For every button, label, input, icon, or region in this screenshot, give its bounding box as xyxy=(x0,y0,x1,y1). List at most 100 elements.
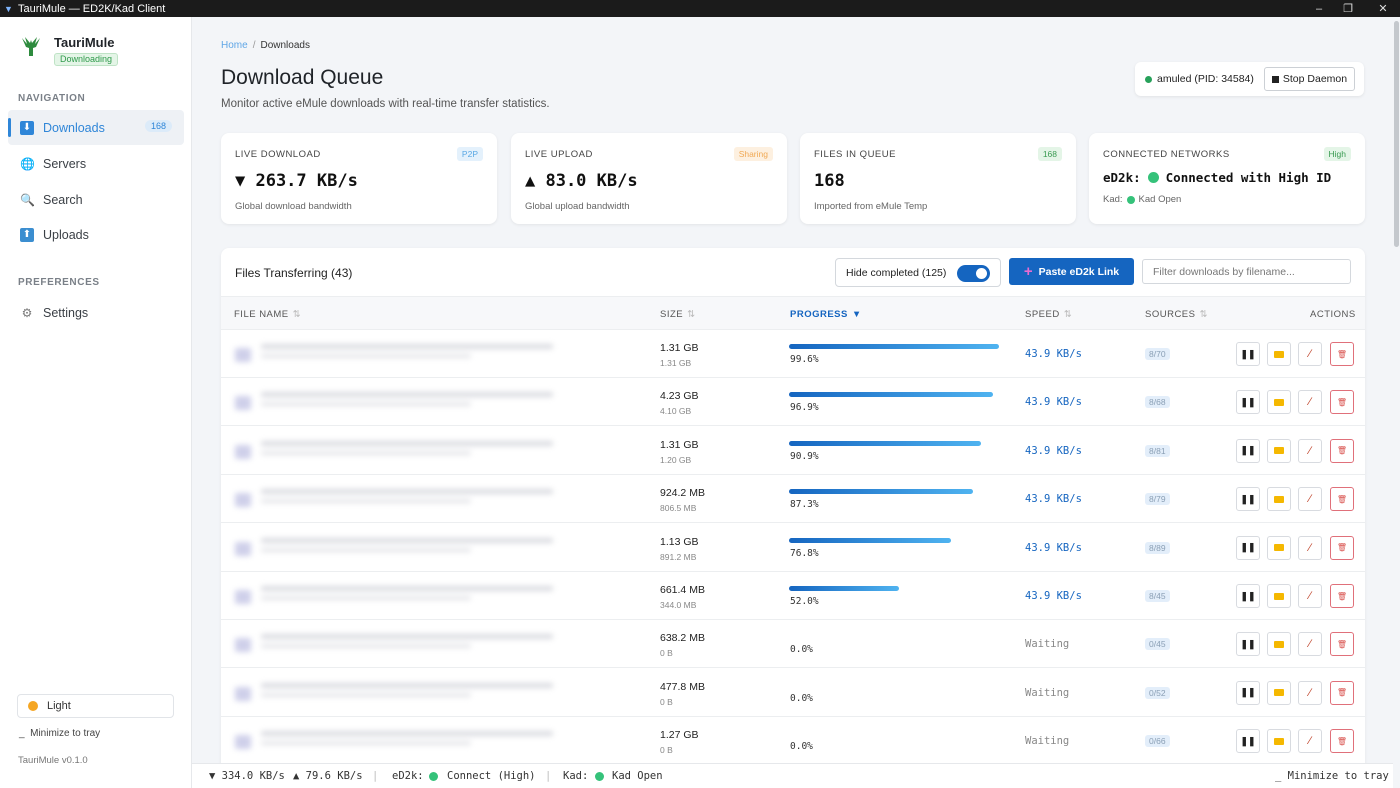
table-row[interactable]: 477.8 MB 0 B 0.0% Waiting 0/52 ❚❚ ∕ 🗑 xyxy=(221,669,1365,717)
table-row[interactable]: 1.31 GB 1.31 GB 99.6% 43.9 KB/s 8/70 ❚❚ ∕ 🗑 xyxy=(221,330,1365,378)
rename-pencil-icon[interactable]: ∕ xyxy=(1298,632,1322,657)
sort-desc-icon: ▼ xyxy=(851,309,862,320)
minimize-to-tray-button[interactable]: _ Minimize to tray xyxy=(19,728,100,739)
footer-minimize-to-tray-button[interactable]: _ Minimize to tray xyxy=(1275,770,1389,782)
pause-icon[interactable]: ❚❚ xyxy=(1236,342,1260,366)
card-badge: High xyxy=(1323,147,1351,161)
theme-toggle-button[interactable]: Light xyxy=(17,694,174,718)
breadcrumb-home-link[interactable]: Home xyxy=(221,40,248,51)
blurred-file-name xyxy=(235,682,555,703)
downloaded-size: 0 B xyxy=(660,745,673,756)
maximize-window-icon[interactable]: ❐ xyxy=(1343,3,1353,15)
pause-icon[interactable]: ❚❚ xyxy=(1236,535,1260,560)
toggle-switch-icon[interactable] xyxy=(957,265,990,282)
sidebar-item-settings[interactable]: ⚙ Settings xyxy=(8,295,184,330)
column-header-sources[interactable]: SOURCES ⇅ xyxy=(1145,309,1208,320)
column-header-progress[interactable]: PROGRESS ▼ xyxy=(790,309,862,320)
column-header-speed[interactable]: SPEED ⇅ xyxy=(1025,309,1073,320)
download-icon: ⬇ xyxy=(20,120,34,135)
live-download-value: ▼ 263.7 KB/s xyxy=(235,171,358,191)
rename-pencil-icon[interactable]: ∕ xyxy=(1298,680,1322,705)
pause-icon[interactable]: ❚❚ xyxy=(1236,584,1260,608)
rename-pencil-icon[interactable]: ∕ xyxy=(1298,342,1322,366)
column-header-size[interactable]: SIZE ⇅ xyxy=(660,309,696,320)
sidebar-item-uploads[interactable]: ⬆ Uploads xyxy=(8,217,184,252)
card-label: FILES IN QUEUE xyxy=(814,149,896,160)
sidebar-item-downloads[interactable]: ⬇ Downloads 168 xyxy=(8,110,184,145)
table-row[interactable]: 638.2 MB 0 B 0.0% Waiting 0/45 ❚❚ ∕ 🗑 xyxy=(221,620,1365,669)
minimize-icon: _ xyxy=(19,728,25,739)
globe-icon: 🌐 xyxy=(20,156,35,171)
folder-icon[interactable] xyxy=(1267,390,1291,415)
progress-text: 96.9% xyxy=(790,402,819,414)
download-speed: Waiting xyxy=(1025,686,1070,699)
folder-icon[interactable] xyxy=(1267,680,1291,705)
sources-badge: 8/81 xyxy=(1145,444,1170,457)
pause-icon[interactable]: ❚❚ xyxy=(1236,390,1260,415)
pause-icon[interactable]: ❚❚ xyxy=(1236,680,1260,705)
paste-ed2k-link-button[interactable]: + Paste eD2k Link xyxy=(1009,258,1134,285)
card-label: LIVE DOWNLOAD xyxy=(235,149,321,160)
rename-pencil-icon[interactable]: ∕ xyxy=(1298,584,1322,608)
folder-icon[interactable] xyxy=(1267,535,1291,560)
table-row[interactable]: 1.27 GB 0 B 0.0% Waiting 0/66 ❚❚ ∕ 🗑 xyxy=(221,717,1365,766)
app-icon: ▼ xyxy=(4,3,13,14)
page-scrollbar[interactable] xyxy=(1393,17,1400,788)
card-badge: 168 xyxy=(1037,147,1062,161)
table-row[interactable]: 661.4 MB 344.0 MB 52.0% 43.9 KB/s 8/45 ❚❚ ∕ 🗑 xyxy=(221,572,1365,620)
minimize-window-icon[interactable]: – xyxy=(1315,2,1323,15)
brand[interactable]: TauriMule Downloading xyxy=(18,34,119,66)
sidebar-item-servers[interactable]: 🌐 Servers xyxy=(8,146,184,181)
delete-trash-icon[interactable]: 🗑 xyxy=(1330,584,1354,608)
folder-icon[interactable] xyxy=(1267,632,1291,657)
page-title: Download Queue xyxy=(221,66,384,89)
delete-trash-icon[interactable]: 🗑 xyxy=(1330,535,1354,560)
downloaded-size: 0 B xyxy=(660,696,673,707)
delete-trash-icon[interactable]: 🗑 xyxy=(1330,632,1354,657)
folder-icon[interactable] xyxy=(1267,487,1291,512)
filter-downloads-input[interactable] xyxy=(1142,259,1351,284)
delete-trash-icon[interactable]: 🗑 xyxy=(1330,729,1354,754)
progress-bar xyxy=(789,586,899,591)
delete-trash-icon[interactable]: 🗑 xyxy=(1330,680,1354,705)
download-speed: Waiting xyxy=(1025,735,1070,748)
rename-pencil-icon[interactable]: ∕ xyxy=(1298,535,1322,560)
pause-icon[interactable]: ❚❚ xyxy=(1236,438,1260,463)
daemon-status-dot-icon xyxy=(1145,76,1152,83)
sidebar-item-label: Search xyxy=(43,192,83,207)
rename-pencil-icon[interactable]: ∕ xyxy=(1298,729,1322,754)
daemon-status-box: amuled (PID: 34584) Stop Daemon xyxy=(1135,62,1364,96)
folder-icon[interactable] xyxy=(1267,438,1291,463)
status-bar: ▼ 334.0 KB/s ▲ 79.6 KB/s | eD2k: Connect… xyxy=(192,763,1400,788)
delete-trash-icon[interactable]: 🗑 xyxy=(1330,390,1354,415)
delete-trash-icon[interactable]: 🗑 xyxy=(1330,487,1354,512)
stop-daemon-button[interactable]: Stop Daemon xyxy=(1264,67,1355,91)
table-row[interactable]: 924.2 MB 806.5 MB 87.3% 43.9 KB/s 8/79 ❚❚ ∕ 🗑 xyxy=(221,475,1365,524)
column-header-file-name[interactable]: FILE NAME ⇅ xyxy=(234,309,302,320)
file-size: 924.2 MB xyxy=(660,487,705,500)
sidebar-item-search[interactable]: 🔍 Search xyxy=(8,182,184,217)
close-window-icon[interactable]: ✕ xyxy=(1378,3,1388,15)
table-row[interactable]: 4.23 GB 4.10 GB 96.9% 43.9 KB/s 8/68 ❚❚ ∕ 🗑 xyxy=(221,378,1365,427)
pause-icon[interactable]: ❚❚ xyxy=(1236,487,1260,512)
pause-icon[interactable]: ❚❚ xyxy=(1236,632,1260,657)
folder-icon[interactable] xyxy=(1267,729,1291,754)
footer-upload-speed: ▲ 79.6 KB/s xyxy=(293,770,363,782)
pause-icon[interactable]: ❚❚ xyxy=(1236,729,1260,754)
delete-trash-icon[interactable]: 🗑 xyxy=(1330,342,1354,366)
delete-trash-icon[interactable]: 🗑 xyxy=(1330,438,1354,463)
table-row[interactable]: 1.31 GB 1.20 GB 90.9% 43.9 KB/s 8/81 ❚❚ ∕ 🗑 xyxy=(221,427,1365,475)
downloaded-size: 4.10 GB xyxy=(660,406,692,417)
sources-badge: 0/45 xyxy=(1145,638,1170,651)
folder-icon[interactable] xyxy=(1267,342,1291,366)
hide-completed-toggle[interactable]: Hide completed (125) xyxy=(835,258,1001,287)
rename-pencil-icon[interactable]: ∕ xyxy=(1298,390,1322,415)
rename-pencil-icon[interactable]: ∕ xyxy=(1298,487,1322,512)
blurred-file-name xyxy=(235,586,555,606)
window-title: TauriMule — ED2K/Kad Client xyxy=(18,2,166,15)
rename-pencil-icon[interactable]: ∕ xyxy=(1298,438,1322,463)
sort-icon: ⇅ xyxy=(1199,309,1208,320)
breadcrumb-separator: / xyxy=(252,40,256,51)
folder-icon[interactable] xyxy=(1267,584,1291,608)
table-row[interactable]: 1.13 GB 891.2 MB 76.8% 43.9 KB/s 8/89 ❚❚ ∕ 🗑 xyxy=(221,524,1365,572)
